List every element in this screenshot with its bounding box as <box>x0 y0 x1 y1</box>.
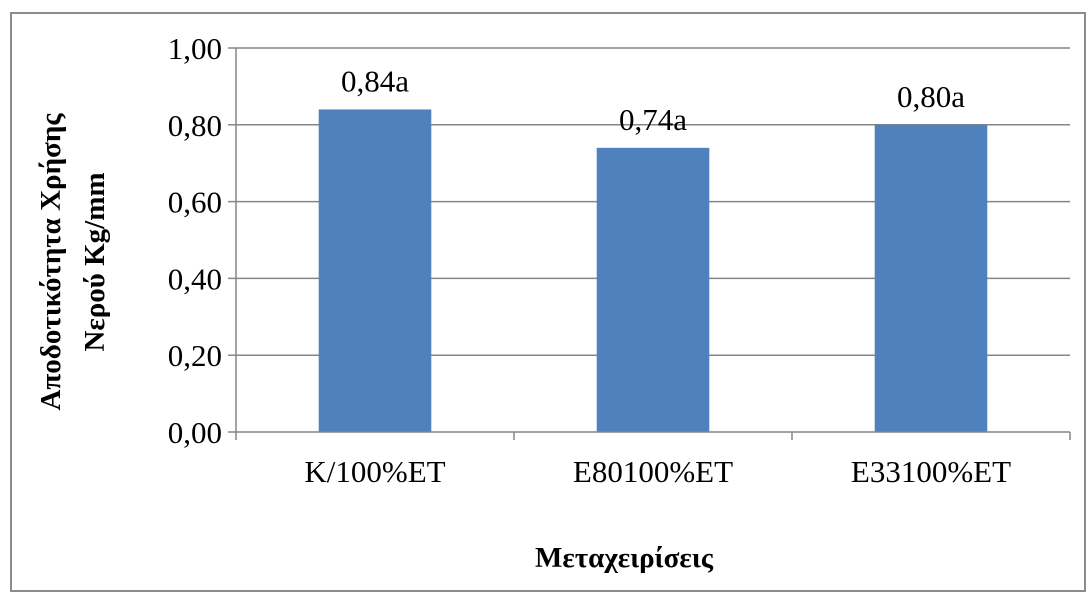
y-tick-label: 1,00 <box>168 31 222 66</box>
y-axis-title-line2: Νερού Kg/mm <box>79 172 111 351</box>
bar <box>874 124 988 433</box>
y-tick-label: 0,40 <box>168 261 222 296</box>
x-category-label: K/100%ET <box>304 454 445 489</box>
x-axis-title: Μεταχειρίσεις <box>535 542 714 574</box>
data-label: 0,74a <box>619 102 687 137</box>
data-labels: 0,84a 0,74a 0,80a <box>341 63 965 136</box>
bar <box>596 147 710 432</box>
data-label: 0,84a <box>341 63 409 98</box>
axes <box>228 47 1071 440</box>
bar <box>318 109 432 432</box>
bars <box>318 109 988 433</box>
x-category-label: E80100%ET <box>573 454 733 489</box>
y-tick-label: 0,00 <box>168 415 222 450</box>
data-label: 0,80a <box>897 79 965 114</box>
y-tick-label: 0,20 <box>168 338 222 373</box>
y-tick-label: 0,80 <box>168 108 222 143</box>
x-category-labels: K/100%ET E80100%ET E33100%ET <box>304 454 1011 489</box>
y-tick-labels: 0,00 0,20 0,40 0,60 0,80 1,00 <box>168 31 222 450</box>
bar-chart: 0,00 0,20 0,40 0,60 0,80 1,00 K/100%ET E80100%… <box>35 31 1071 574</box>
x-category-label: E33100%ET <box>851 454 1011 489</box>
y-tick-label: 0,60 <box>168 185 222 220</box>
y-axis-title-line1: Αποδοτικότητα Χρήσης <box>35 113 67 411</box>
